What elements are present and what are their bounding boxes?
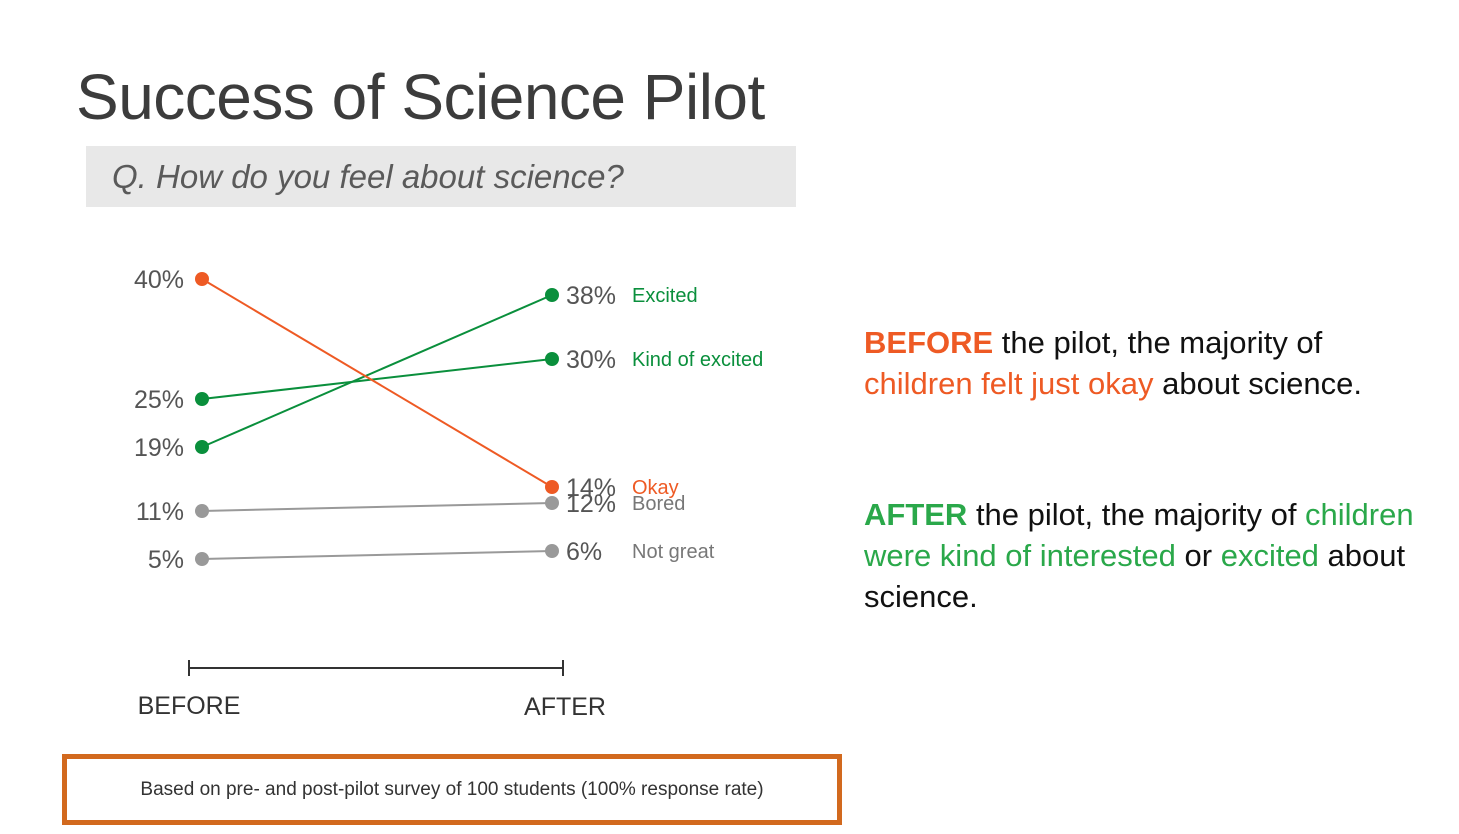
value-label-after-bored: 12% bbox=[566, 490, 616, 518]
point-before-not-great bbox=[195, 552, 209, 566]
point-before-excited bbox=[195, 440, 209, 454]
summary-before-highlight: children felt just okay bbox=[864, 366, 1154, 401]
page-title: Success of Science Pilot bbox=[76, 61, 765, 133]
value-label-before-kind-of-excited: 25% bbox=[134, 386, 184, 414]
footnote: Based on pre- and post-pilot survey of 1… bbox=[62, 754, 842, 825]
chart-axis: BEFORE AFTER bbox=[138, 660, 606, 721]
value-label-after-not-great: 6% bbox=[566, 538, 602, 566]
summary-after-highlight-2: excited bbox=[1220, 538, 1319, 573]
value-label-after-okay: 14% bbox=[566, 474, 616, 502]
point-after-not-great bbox=[545, 544, 559, 558]
chart-labels: 19% 38% Excited 25% 30% Kind of excited 40% 14%… bbox=[134, 266, 763, 574]
value-label-after-excited: 38% bbox=[566, 282, 616, 310]
summary-after-text-2: or bbox=[1175, 538, 1221, 573]
summary-after: AFTER the pilot, the majority of childre… bbox=[864, 494, 1424, 617]
series-label-kind-of-excited: Kind of excited bbox=[632, 349, 763, 371]
summary-after-text-1: the pilot, the majority of bbox=[967, 497, 1306, 532]
value-label-before-not-great: 5% bbox=[148, 546, 184, 574]
value-label-before-bored: 11% bbox=[136, 498, 184, 526]
summary-before: BEFORE the pilot, the majority of childr… bbox=[864, 322, 1424, 404]
summary-after-text-3: about science. bbox=[864, 538, 1406, 614]
point-before-kind-of-excited bbox=[195, 392, 209, 406]
x-axis-label-after: AFTER bbox=[524, 693, 606, 721]
summary-after-keyword: AFTER bbox=[864, 497, 968, 532]
point-after-bored bbox=[545, 496, 559, 510]
value-label-after-kind-of-excited: 30% bbox=[566, 346, 616, 374]
series-line-okay bbox=[201, 278, 553, 488]
series-label-not-great: Not great bbox=[632, 541, 715, 563]
point-before-bored bbox=[195, 504, 209, 518]
point-after-kind-of-excited bbox=[545, 352, 559, 366]
series-label-okay: Okay bbox=[632, 477, 679, 499]
x-axis-label-before: BEFORE bbox=[138, 692, 241, 720]
series-line-bored bbox=[201, 502, 553, 512]
point-after-excited bbox=[545, 288, 559, 302]
summary-before-keyword: BEFORE bbox=[864, 325, 994, 360]
series-line-excited bbox=[201, 294, 553, 448]
summary-before-text-1: the pilot, the majority of bbox=[993, 325, 1323, 360]
value-label-before-excited: 19% bbox=[134, 434, 184, 462]
survey-question: Q. How do you feel about science? bbox=[86, 146, 796, 207]
summary-before-text-2: about science. bbox=[1153, 366, 1363, 401]
series-line-not-great bbox=[201, 550, 553, 560]
summary-after-highlight-1: children were kind of interested bbox=[864, 497, 1414, 573]
value-label-before-okay: 40% bbox=[134, 266, 184, 294]
point-before-okay bbox=[195, 272, 209, 286]
chart-lines bbox=[195, 272, 559, 566]
point-after-okay bbox=[545, 480, 559, 494]
series-label-bored: Bored bbox=[632, 493, 685, 515]
series-line-kind-of-excited bbox=[201, 358, 553, 400]
slope-chart: BEFORE AFTER 19% 38% Excited 25% 30% Kind of e… bbox=[134, 266, 763, 721]
series-label-excited: Excited bbox=[632, 285, 698, 307]
